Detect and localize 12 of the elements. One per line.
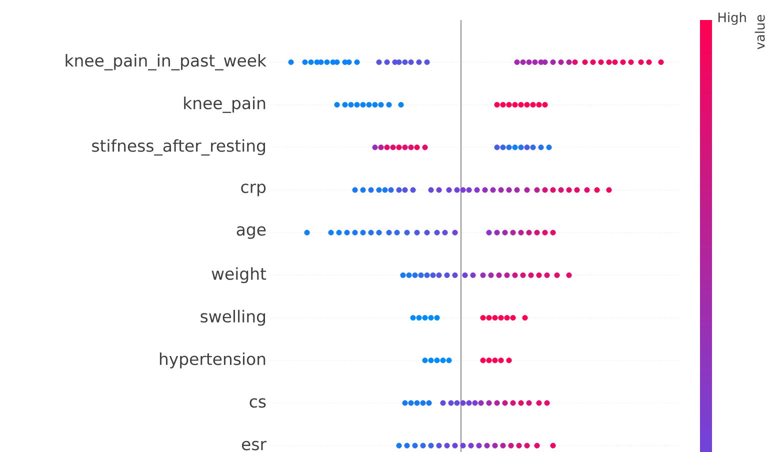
y-tick-label: hypertension	[160, 352, 266, 368]
y-tick-label: crp	[241, 184, 266, 196]
y-tick-label: stifness_after_resting	[92, 139, 265, 156]
y-tick-label: weight	[212, 267, 266, 284]
y-tick-label: esr	[242, 440, 266, 450]
y-tick-label: age	[236, 226, 266, 239]
y-tick-label: cs	[250, 398, 266, 408]
text: value	[754, 14, 765, 50]
y-tick-label: swelling	[200, 310, 265, 326]
y-tick-label: knee_pain_in_past_week	[66, 54, 266, 70]
y-tick-label: knee_pain	[184, 96, 266, 113]
text: High	[718, 12, 746, 25]
